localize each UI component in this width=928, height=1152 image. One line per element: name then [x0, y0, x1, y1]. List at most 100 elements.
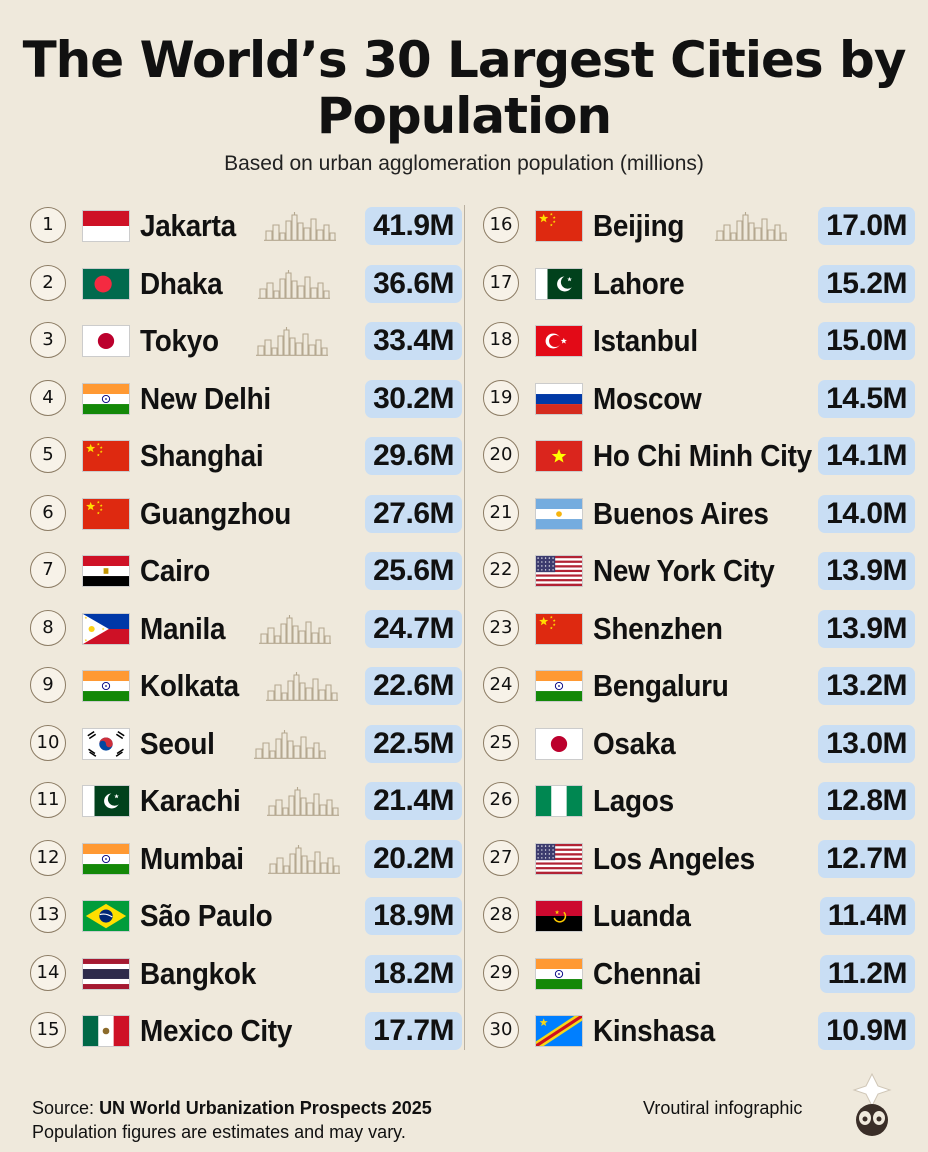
- city-row: 3 Tokyo 33.4M: [30, 312, 470, 370]
- flag-philippines-icon: [82, 612, 130, 645]
- flag-turkey-icon: [535, 325, 583, 357]
- flag-russia-icon: [535, 382, 583, 415]
- flag-china-icon: [535, 612, 583, 645]
- flag-china-icon: [82, 497, 130, 530]
- city-name: Chennai: [593, 955, 702, 991]
- city-name: Tokyo: [140, 323, 219, 358]
- city-name: Karachi: [140, 783, 241, 818]
- credit-text: Vroutiral infographic: [643, 1098, 803, 1118]
- brand-logo-icon: [852, 1072, 892, 1136]
- rank-badge: 5: [30, 437, 66, 473]
- city-row: 14 Bangkok 18.2M: [30, 945, 470, 1003]
- city-name: New York City: [593, 553, 775, 588]
- population-value: 11.4M: [819, 897, 915, 935]
- rank-badge: 10: [30, 724, 66, 761]
- ranking-column-left: 1 Jakarta 41.9M 2 Dhaka 36.6M 3 Tokyo 33.4M 4 New …: [30, 197, 470, 1060]
- rank-badge: 14: [30, 954, 66, 991]
- city-row: 19 Moscow 14.5M: [483, 370, 923, 428]
- city-row: 10 Seoul 22.5M: [30, 715, 470, 773]
- city-name: Cairo: [140, 553, 210, 588]
- flag-indonesia-icon: [82, 210, 130, 242]
- population-value: 18.9M: [365, 897, 462, 935]
- city-name: Manila: [140, 610, 226, 646]
- rank-badge: 30: [483, 1012, 519, 1048]
- rank-badge: 21: [483, 494, 519, 531]
- skyline-icon: [259, 614, 332, 644]
- city-name: Ho Chi Minh City: [593, 438, 812, 473]
- city-name: Mumbai: [140, 840, 244, 876]
- population-value: 15.0M: [818, 322, 915, 360]
- rank-badge: 23: [483, 609, 519, 646]
- skyline-icon: [715, 211, 788, 241]
- population-value: 33.4M: [365, 322, 462, 360]
- skyline-icon: [255, 326, 328, 356]
- flag-angola-icon: [535, 900, 583, 932]
- city-row: 5 Shanghai 29.6M: [30, 427, 470, 485]
- population-value: 13.9M: [818, 609, 915, 648]
- rank-badge: 4: [30, 379, 66, 416]
- rank-badge: 17: [483, 264, 519, 301]
- population-value: 13.2M: [818, 667, 915, 705]
- city-row: 17 Lahore 15.2M: [483, 255, 923, 313]
- city-name: Buenos Aires: [593, 495, 769, 531]
- city-row: 1 Jakarta 41.9M: [30, 197, 470, 255]
- city-name: Kinshasa: [593, 1013, 715, 1048]
- column-divider: [464, 205, 465, 1050]
- flag-vietnam-icon: [535, 440, 583, 472]
- city-name: Lahore: [593, 265, 685, 301]
- city-name: Guangzhou: [140, 495, 292, 531]
- city-row: 28 Luanda 11.4M: [483, 887, 923, 945]
- flag-thailand-icon: [82, 957, 130, 990]
- city-name: Los Angeles: [593, 840, 755, 876]
- city-row: 22 New York City 13.9M: [483, 542, 923, 600]
- ranking-column-right: 16 Beijing 17.0M 17 Lahore 15.2M 18 Istanbul 15.…: [483, 197, 923, 1060]
- population-value: 36.6M: [365, 264, 462, 303]
- population-value: 25.6M: [365, 552, 462, 590]
- source-name: UN World Urbanization Prospects 2025: [99, 1098, 432, 1118]
- city-row: 7 Cairo 25.6M: [30, 542, 470, 600]
- city-name: Moscow: [593, 380, 702, 416]
- city-row: 8 Manila 24.7M: [30, 600, 470, 658]
- rank-badge: 28: [483, 897, 519, 933]
- skyline-icon: [265, 671, 338, 701]
- rank-badge: 27: [483, 839, 519, 876]
- city-name: Dhaka: [140, 265, 223, 301]
- skyline-icon: [257, 269, 330, 299]
- population-value: 14.5M: [818, 379, 915, 418]
- city-row: 30 Kinshasa 10.9M: [483, 1002, 923, 1060]
- flag-japan-icon: [535, 727, 583, 760]
- city-name: Osaka: [593, 725, 676, 761]
- city-row: 13 São Paulo 18.9M: [30, 887, 470, 945]
- flag-india-icon: [535, 670, 583, 702]
- population-value: 17.0M: [818, 207, 915, 245]
- population-value: 22.5M: [365, 724, 462, 763]
- city-name: Beijing: [593, 208, 685, 243]
- population-value: 13.0M: [818, 724, 915, 763]
- city-row: 12 Mumbai 20.2M: [30, 830, 470, 888]
- page-subtitle: Based on urban agglomeration population …: [224, 152, 704, 175]
- rank-badge: 25: [483, 724, 519, 761]
- rank-badge: 11: [30, 782, 66, 818]
- flag-usa-icon: [535, 842, 583, 875]
- population-value: 20.2M: [365, 839, 462, 878]
- city-row: 21 Buenos Aires 14.0M: [483, 485, 923, 543]
- population-value: 30.2M: [365, 379, 462, 418]
- city-row: 18 Istanbul 15.0M: [483, 312, 923, 370]
- population-value: 21.4M: [365, 782, 462, 820]
- population-value: 14.0M: [818, 494, 915, 533]
- rank-badge: 24: [483, 667, 519, 703]
- city-row: 4 New Delhi 30.2M: [30, 370, 470, 428]
- city-row: 20 Ho Chi Minh City 14.1M: [483, 427, 923, 485]
- city-name: Shanghai: [140, 438, 264, 473]
- rank-badge: 3: [30, 322, 66, 358]
- skyline-icon: [266, 786, 339, 816]
- rank-badge: 29: [483, 954, 519, 991]
- population-value: 29.6M: [365, 437, 462, 475]
- city-name: Shenzhen: [593, 610, 723, 646]
- city-row: 16 Beijing 17.0M: [483, 197, 923, 255]
- city-name: Mexico City: [140, 1013, 293, 1048]
- rank-badge: 2: [30, 264, 66, 301]
- city-row: 24 Bengaluru 13.2M: [483, 657, 923, 715]
- flag-nigeria-icon: [535, 785, 583, 817]
- flag-japan-icon: [82, 325, 130, 357]
